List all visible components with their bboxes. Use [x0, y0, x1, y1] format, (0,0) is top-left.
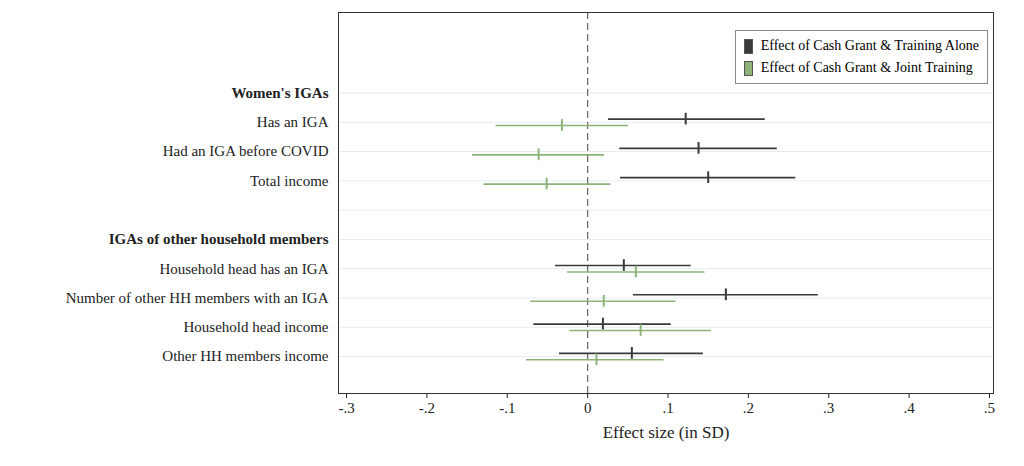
svg-text:.3: .3 — [823, 400, 834, 416]
svg-text:Number of other HH members wit: Number of other HH members with an IGA — [66, 290, 329, 306]
html-text:Effect of Cash Grant & Joint T: Effect of Cash Grant & Joint Training — [760, 60, 973, 75]
svg-text:Effect size (in SD): Effect size (in SD) — [603, 423, 730, 442]
svg-text:-.1: -.1 — [499, 400, 515, 416]
svg-text:.2: .2 — [743, 400, 754, 416]
svg-text:Women's IGAs: Women's IGAs — [231, 85, 328, 101]
svg-text:Household head income: Household head income — [184, 319, 329, 335]
svg-text:.4: .4 — [903, 400, 915, 416]
svg-text:Household head has an IGA: Household head has an IGA — [159, 261, 328, 277]
svg-text:.1: .1 — [662, 400, 673, 416]
svg-text:Other HH members income: Other HH members income — [162, 348, 329, 364]
svg-text:-.3: -.3 — [338, 400, 354, 416]
svg-text:Had an IGA before COVID: Had an IGA before COVID — [163, 143, 329, 159]
svg-text:0: 0 — [584, 400, 592, 416]
svg-text:.5: .5 — [984, 400, 995, 416]
svg-text:-.2: -.2 — [419, 400, 435, 416]
html-text:Effect of Cash Grant & Trainin: Effect of Cash Grant & Training Alone — [760, 38, 979, 53]
svg-text:Total income: Total income — [250, 173, 329, 189]
svg-text:IGAs of other household member: IGAs of other household members — [109, 231, 329, 247]
svg-text:Has an IGA: Has an IGA — [257, 114, 329, 130]
